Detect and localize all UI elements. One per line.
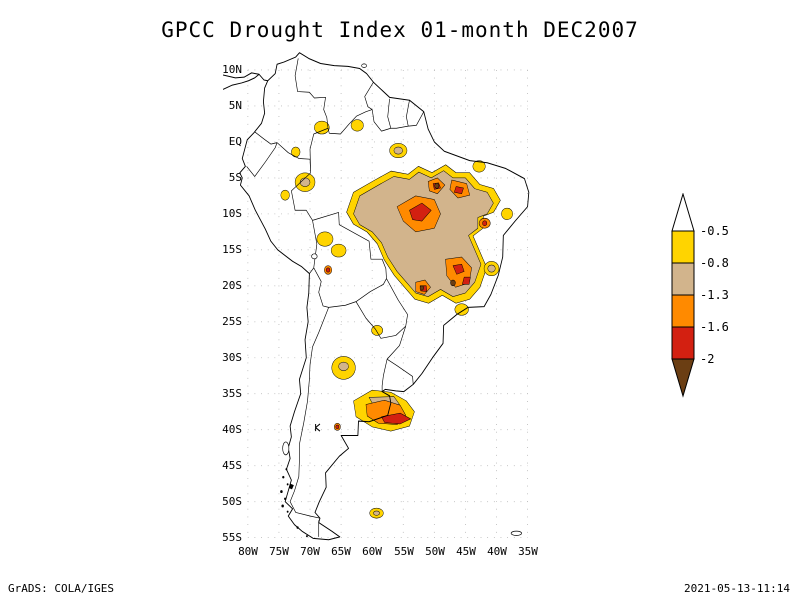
colorbar-label: -0.5 (700, 224, 729, 238)
south-america-map (223, 52, 530, 541)
colorbar-segment-3 (671, 294, 695, 328)
colorbar-label: -1.6 (700, 320, 729, 334)
colorbar-below-triangle (671, 358, 695, 398)
lat-label: 40S (222, 423, 242, 436)
panama-coastline (223, 72, 268, 90)
country-borders (246, 58, 425, 537)
colorbar-segment-2 (671, 262, 695, 296)
drought-shading-level2 (299, 146, 496, 516)
chiloe-island (282, 441, 290, 456)
coastline (239, 52, 530, 541)
south-georgia-island (510, 530, 522, 536)
trinidad-island (361, 63, 367, 68)
lat-label: 15S (222, 243, 242, 256)
lat-label: 5N (228, 99, 242, 112)
map-title: GPCC Drought Index 01-month DEC2007 (161, 18, 639, 42)
timestamp: 2021-05-13-11:14 (684, 582, 790, 595)
lat-label: 10N (222, 63, 242, 76)
colorbar-above-triangle (671, 193, 695, 232)
lake-titicaca (311, 253, 318, 260)
lon-label: 70W (300, 545, 320, 558)
islands-and-lakes (282, 63, 522, 536)
lat-label: 20S (222, 279, 242, 292)
lon-label: 50W (425, 545, 445, 558)
lat-label: 45S (222, 459, 242, 472)
lat-label: 30S (222, 351, 242, 364)
lon-label: 40W (487, 545, 507, 558)
colorbar-segment-1 (671, 230, 695, 264)
lat-label: 55S (222, 531, 242, 544)
colorbar (671, 193, 695, 398)
colorbar-label: -0.8 (700, 256, 729, 270)
lat-label: 10S (222, 207, 242, 220)
lon-label: 80W (238, 545, 258, 558)
lon-label: 60W (362, 545, 382, 558)
drought-shading-below (419, 183, 456, 291)
lon-label: 65W (331, 545, 351, 558)
lon-label: 55W (394, 545, 414, 558)
lon-label: 75W (269, 545, 289, 558)
lat-label: EQ (228, 135, 242, 148)
colorbar-label: -1.3 (700, 288, 729, 302)
lat-label: 50S (222, 495, 242, 508)
grads-credit: GrADS: COLA/IGES (8, 582, 114, 595)
lon-label: 35W (518, 545, 538, 558)
colorbar-label: -2 (700, 352, 715, 366)
hatch-mark (315, 423, 321, 432)
lon-label: 45W (456, 545, 476, 558)
lat-label: 25S (222, 315, 242, 328)
lat-label: 35S (222, 387, 242, 400)
fjord-marks (280, 468, 308, 538)
lat-label: 5S (228, 171, 242, 184)
colorbar-segment-4 (671, 326, 695, 360)
